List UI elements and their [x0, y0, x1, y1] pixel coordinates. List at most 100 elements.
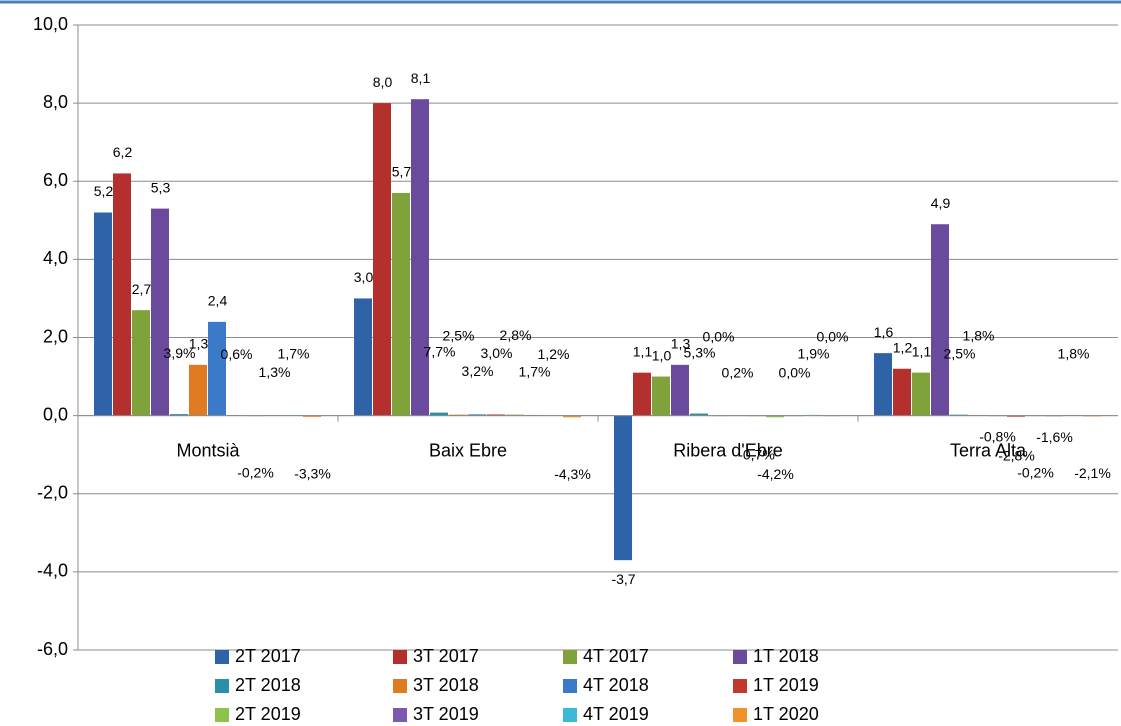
data-label: 0,2%	[722, 364, 754, 380]
data-label: 8,0	[373, 74, 393, 90]
bar	[208, 321, 226, 416]
data-label: 3,0%	[481, 345, 513, 361]
legend-swatch	[393, 708, 407, 722]
legend-label: 3T 2018	[413, 675, 479, 695]
data-label: 2,8%	[500, 327, 532, 343]
bar	[652, 376, 670, 416]
data-label: 5,3	[151, 179, 171, 195]
legend-swatch	[563, 679, 577, 693]
data-label: -2,8%	[998, 447, 1035, 463]
bar	[912, 372, 930, 416]
data-label: -0,8%	[979, 429, 1016, 445]
bar	[671, 364, 689, 416]
x-tick-label: Baix Ebre	[429, 440, 507, 460]
y-tick-label: 10,0	[33, 14, 68, 34]
data-label: 3,0	[354, 269, 374, 285]
y-tick-label: -2,0	[37, 483, 68, 503]
legend-label: 2T 2019	[235, 704, 301, 724]
bar	[303, 415, 321, 417]
y-tick-label: 6,0	[43, 170, 68, 190]
bar	[506, 414, 524, 416]
data-label: 3,9%	[164, 345, 196, 361]
data-label: 2,4	[208, 293, 228, 309]
bar	[132, 310, 150, 416]
data-label: -4,2%	[757, 466, 794, 482]
data-label: 0,0%	[817, 328, 849, 344]
bar	[1007, 415, 1025, 417]
data-label: 1,0	[652, 347, 672, 363]
data-label: 3,2%	[462, 363, 494, 379]
legend-label: 2T 2018	[235, 675, 301, 695]
bar	[373, 103, 391, 416]
data-label: 2,5%	[944, 345, 976, 361]
data-label: 0,0%	[703, 328, 735, 344]
data-label: -3,7	[611, 571, 635, 587]
bar	[893, 368, 911, 416]
bar	[633, 372, 651, 416]
data-label: 1,6	[874, 324, 894, 340]
data-label: 2,7	[132, 281, 152, 297]
data-label: 1,9%	[798, 346, 830, 362]
legend-swatch	[215, 708, 229, 722]
bar	[392, 192, 410, 416]
legend-label: 4T 2018	[583, 675, 649, 695]
bar	[614, 415, 632, 561]
bar	[931, 224, 949, 416]
x-tick-label: Terra Alta	[950, 440, 1027, 460]
data-label: -0,2%	[237, 464, 274, 480]
bar	[487, 414, 505, 416]
data-label: 1,3%	[259, 364, 291, 380]
legend-label: 3T 2017	[413, 646, 479, 666]
legend-label: 1T 2019	[753, 675, 819, 695]
legend-label: 1T 2018	[753, 646, 819, 666]
data-label: -0,7%	[738, 447, 775, 463]
data-label: 1,3	[671, 336, 691, 352]
data-label: -1,6%	[1036, 429, 1073, 445]
bar	[170, 414, 188, 416]
x-tick-label: Montsià	[176, 440, 240, 460]
bar	[189, 364, 207, 416]
data-label: 1,8%	[1058, 346, 1090, 362]
bar	[94, 212, 112, 416]
bar	[411, 99, 429, 416]
bar	[151, 208, 169, 416]
data-label: 7,7%	[424, 343, 456, 359]
legend-swatch	[215, 679, 229, 693]
legend-label: 1T 2020	[753, 704, 819, 724]
data-label: 1,7%	[519, 364, 551, 380]
data-label: 1,1	[633, 343, 653, 359]
data-label: 1,2%	[538, 346, 570, 362]
y-tick-label: -6,0	[37, 639, 68, 659]
y-tick-label: 0,0	[43, 404, 68, 424]
data-label: 0,6%	[221, 346, 253, 362]
bar	[430, 412, 448, 416]
bar	[766, 415, 784, 418]
data-label: 8,1	[411, 70, 431, 86]
bar	[113, 173, 131, 416]
data-label: 4,9	[931, 195, 951, 211]
x-tick-label: Ribera d'Ebre	[673, 440, 783, 460]
data-label: 1,2	[893, 339, 913, 355]
bar	[468, 414, 486, 416]
legend-label: 3T 2019	[413, 704, 479, 724]
data-label: -2,1%	[1074, 465, 1111, 481]
legend-swatch	[733, 679, 747, 693]
legend-swatch	[733, 650, 747, 664]
bar	[563, 415, 581, 418]
legend-swatch	[563, 650, 577, 664]
legend-swatch	[393, 679, 407, 693]
data-label: 1,3	[189, 336, 209, 352]
y-tick-label: 4,0	[43, 248, 68, 268]
legend-swatch	[563, 708, 577, 722]
y-tick-label: 2,0	[43, 326, 68, 346]
y-tick-label: 8,0	[43, 92, 68, 112]
data-label: 2,5%	[443, 327, 475, 343]
data-label: 1,7%	[278, 346, 310, 362]
data-label: 6,2	[113, 144, 133, 160]
legend-swatch	[215, 650, 229, 664]
data-label: -3,3%	[294, 466, 331, 482]
data-label: 5,2	[94, 183, 114, 199]
legend-swatch	[393, 650, 407, 664]
legend-swatch	[733, 708, 747, 722]
